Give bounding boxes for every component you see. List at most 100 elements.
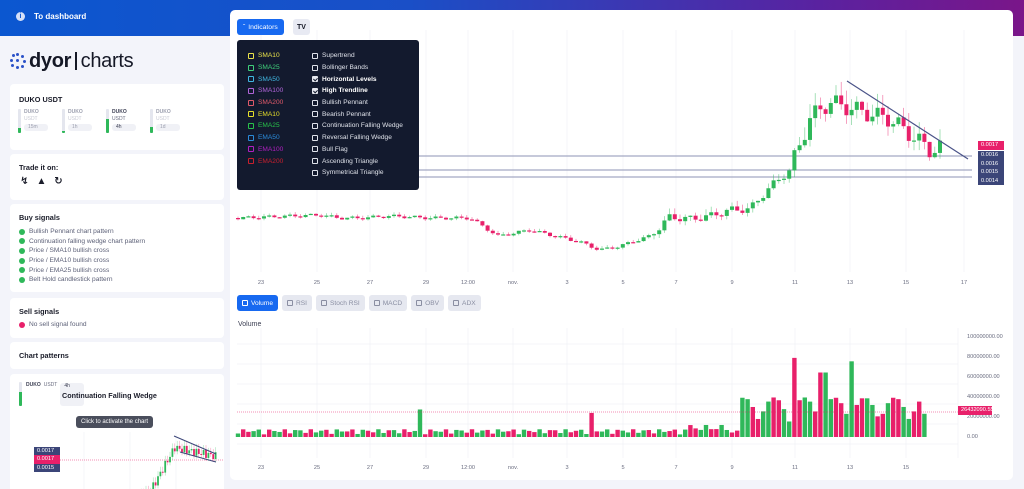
indicator-tabs: Volume RSI Stoch RSI MACD OBV ADX (237, 295, 481, 311)
tab-stoch-rsi[interactable]: Stoch RSI (316, 295, 365, 311)
mountain-exchange-icon[interactable]: ▲ (36, 176, 47, 187)
checkbox-icon[interactable] (248, 76, 254, 83)
checkbox-icon[interactable] (248, 158, 254, 165)
tab-volume[interactable]: Volume (237, 295, 278, 311)
checkbox-icon[interactable] (248, 122, 254, 129)
indicator-horizontal-levels[interactable]: Horizontal Levels (312, 73, 403, 85)
sell-signals-title: Sell signals (19, 307, 60, 316)
svg-text:23: 23 (258, 465, 264, 471)
svg-text:9: 9 (730, 280, 733, 286)
indicator-sma200[interactable]: SMA200 (248, 97, 283, 109)
checkbox-icon[interactable] (248, 52, 254, 59)
svg-text:27: 27 (367, 465, 373, 471)
tab-rsi[interactable]: RSI (282, 295, 312, 311)
checkbox-icon[interactable] (248, 146, 254, 153)
svg-text:15: 15 (903, 280, 909, 286)
tab-macd[interactable]: MACD (368, 295, 408, 311)
to-dashboard-link[interactable]: i To dashboard (16, 12, 86, 21)
trade-title: Trade it on: (19, 163, 59, 172)
checkbox-icon[interactable] (248, 99, 254, 106)
indicator-ema200[interactable]: EMA200 (248, 155, 283, 167)
svg-text:7: 7 (674, 280, 677, 286)
svg-text:0.00: 0.00 (967, 434, 978, 440)
indicator-continuation-falling-wedge[interactable]: Continuation Falling Wedge (312, 120, 403, 132)
svg-text:29: 29 (423, 465, 429, 471)
signal-strength-bar (62, 109, 65, 133)
checkbox-icon (242, 300, 248, 306)
sell-signal-item: No sell signal found (19, 320, 87, 330)
svg-text:13: 13 (847, 465, 853, 471)
buy-signal-item: Price / EMA25 bullish cross (19, 265, 145, 275)
timeframe-4h[interactable]: DUKO USDT 4h (106, 109, 140, 133)
indicator-ema100[interactable]: EMA100 (248, 144, 283, 156)
swap-exchange-icon[interactable]: ↯ (20, 176, 29, 187)
checkbox-icon (453, 300, 460, 306)
indicator-supertrend[interactable]: Supertrend (312, 50, 403, 62)
svg-text:25: 25 (314, 280, 320, 286)
buy-dot-icon (19, 267, 25, 274)
indicator-sma25[interactable]: SMA25 (248, 62, 283, 74)
pair-card: DUKO USDT DUKO USDT 15m DUKO USDT 1h DUKO USD… (10, 84, 224, 150)
indicator-symmetrical-triangle[interactable]: Symmetrical Triangle (312, 167, 403, 179)
logo[interactable]: dyor charts (10, 50, 134, 72)
timeframe-1h[interactable]: DUKO USDT 1h (62, 109, 96, 133)
tradingview-button[interactable]: TV (293, 19, 310, 35)
pair-title: DUKO USDT (19, 95, 63, 104)
checkbox-icon[interactable] (248, 134, 254, 141)
checkbox-icon[interactable] (312, 158, 318, 165)
svg-text:7: 7 (674, 465, 677, 471)
indicator-sma50[interactable]: SMA50 (248, 73, 283, 85)
buy-dot-icon (19, 228, 25, 235)
timeframe-1d[interactable]: DUKO USDT 1d (150, 109, 184, 133)
svg-text:80000000.00: 80000000.00 (967, 354, 1000, 360)
checkbox-icon[interactable] (248, 87, 254, 94)
checkbox-icon[interactable] (312, 169, 318, 176)
price-chart[interactable]: 23 25 27 29 12:00 nov. 3 5 7 9 11 13 15 17 23 25 27 29 12:… (230, 10, 1013, 480)
checkbox-icon[interactable] (312, 99, 318, 106)
indicator-bollinger-bands[interactable]: Bollinger Bands (312, 62, 403, 74)
buy-signals-title: Buy signals (19, 213, 60, 222)
checkbox-icon[interactable] (248, 111, 254, 118)
buy-dot-icon (19, 276, 25, 283)
pattern-preview-card[interactable]: DUKO USDT 4h Continuation Falling Wedge … (10, 374, 224, 489)
tab-obv[interactable]: OBV (411, 295, 445, 311)
indicator-ema10[interactable]: EMA10 (248, 108, 283, 120)
to-dashboard-label: To dashboard (34, 12, 87, 21)
checkbox-icon[interactable] (312, 146, 318, 153)
timeframe-15m[interactable]: DUKO USDT 15m (18, 109, 52, 133)
svg-text:40000000.00: 40000000.00 (967, 394, 1000, 400)
svg-text:15: 15 (903, 465, 909, 471)
svg-text:3: 3 (565, 465, 568, 471)
page-scrollbar[interactable] (1015, 36, 1024, 489)
activate-chart-tooltip[interactable]: Click to activate the chart (76, 416, 154, 428)
signal-strength-bar (18, 109, 21, 133)
main-chart-panel: 23 25 27 29 12:00 nov. 3 5 7 9 11 13 15 17 23 25 27 29 12:… (230, 10, 1013, 480)
checkbox-icon[interactable] (312, 76, 318, 83)
checkbox-icon[interactable] (248, 64, 254, 71)
indicator-high-trendline[interactable]: High Trendline (312, 85, 403, 97)
indicators-button[interactable]: ˆ Indicators (237, 19, 284, 35)
indicator-ascending-triangle[interactable]: Ascending Triangle (312, 155, 403, 167)
indicators-dropdown: SMA10 SMA25 SMA50 SMA100 SMA200 EMA10 EMA25 EMA… (237, 40, 419, 190)
checkbox-icon[interactable] (312, 134, 318, 141)
checkbox-icon[interactable] (312, 64, 318, 71)
circular-exchange-icon[interactable]: ↻ (54, 176, 63, 187)
current-price-tag: 0.0017 (978, 141, 1004, 150)
indicator-ema50[interactable]: EMA50 (248, 132, 283, 144)
checkbox-icon[interactable] (312, 87, 318, 94)
indicator-bull-flag[interactable]: Bull Flag (312, 144, 403, 156)
indicator-bearish-pennant[interactable]: Bearish Pennant (312, 108, 403, 120)
indicator-sma10[interactable]: SMA10 (248, 50, 283, 62)
indicator-bullish-pennant[interactable]: Bullish Pennant (312, 97, 403, 109)
indicator-reversal-falling-wedge[interactable]: Reversal Falling Wedge (312, 132, 403, 144)
buy-signal-item: Bullish Pennant chart pattern (19, 227, 145, 237)
checkbox-icon[interactable] (312, 122, 318, 129)
buy-dot-icon (19, 257, 25, 264)
checkbox-icon[interactable] (312, 111, 318, 118)
buy-signal-item: Price / SMA10 bullish cross (19, 246, 145, 256)
tab-adx[interactable]: ADX (448, 295, 481, 311)
info-icon: i (16, 12, 25, 21)
indicator-sma100[interactable]: SMA100 (248, 85, 283, 97)
checkbox-icon[interactable] (312, 52, 318, 59)
indicator-ema25[interactable]: EMA25 (248, 120, 283, 132)
